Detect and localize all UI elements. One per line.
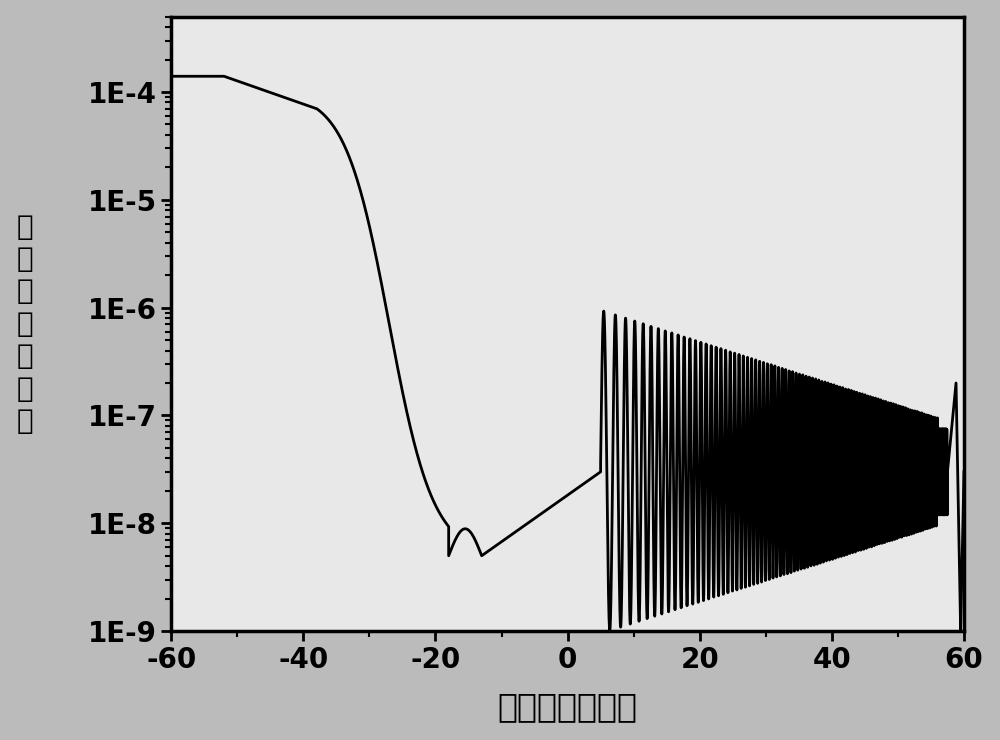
Y-axis label: 漏
电
流
（
安
培
）: 漏 电 流 （ 安 培 ） [17, 212, 33, 435]
X-axis label: 栋电压（伏特）: 栋电压（伏特） [498, 690, 638, 723]
